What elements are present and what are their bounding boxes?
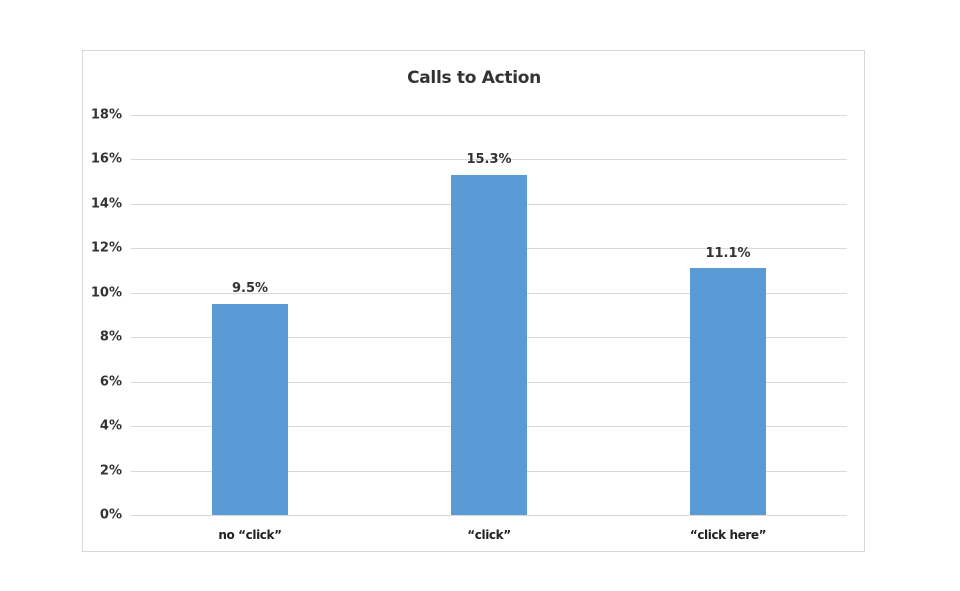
data-label: 15.3% xyxy=(466,152,512,167)
data-label: 11.1% xyxy=(705,246,751,261)
chart-title: Calls to Action xyxy=(407,68,541,88)
y-tick-label: 4% xyxy=(99,418,122,434)
x-tick-label: “click” xyxy=(467,528,511,542)
y-tick-label: 14% xyxy=(90,196,122,212)
y-tick-label: 12% xyxy=(90,240,122,256)
y-tick-label: 6% xyxy=(99,374,122,390)
plot-area: 9.5% 15.3% 11.1% xyxy=(131,115,847,516)
y-tick-label: 0% xyxy=(99,507,122,523)
bar-click xyxy=(451,175,527,515)
gridline xyxy=(131,159,847,160)
bar-click-here xyxy=(690,268,766,515)
y-tick-label: 16% xyxy=(90,151,122,167)
bar-no-click xyxy=(212,304,288,515)
x-tick-label: “click here” xyxy=(689,528,767,542)
y-tick-label: 8% xyxy=(99,329,122,345)
gridline xyxy=(131,115,847,116)
y-tick-label: 10% xyxy=(90,285,122,301)
y-tick-label: 18% xyxy=(90,107,122,123)
data-label: 9.5% xyxy=(231,281,269,296)
gridline x-axis-line xyxy=(131,515,847,516)
x-tick-label: no “click” xyxy=(218,528,282,542)
y-tick-label: 2% xyxy=(99,463,122,479)
